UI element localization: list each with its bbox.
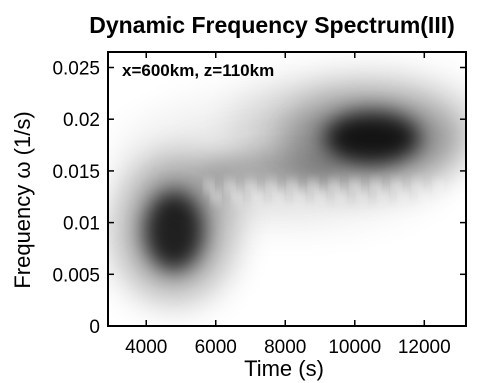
spectral-streak xyxy=(330,179,337,194)
spectral-streak xyxy=(289,179,296,194)
spectral-streak xyxy=(435,179,442,194)
x-tick-label: 12000 xyxy=(398,337,451,358)
spectral-streak xyxy=(337,189,344,204)
y-tick-label: 0.01 xyxy=(63,214,100,235)
x-axis-label: Time (s) xyxy=(244,356,324,381)
y-tick-label: 0.02 xyxy=(63,110,100,131)
chart-title: Dynamic Frequency Spectrum(III) xyxy=(89,12,455,38)
y-axis-label: Frequency ω (1/s) xyxy=(10,111,35,288)
spectral-streak xyxy=(379,189,386,204)
spectral-peak xyxy=(144,190,205,271)
spectral-streak xyxy=(254,189,261,204)
x-tick-label: 10000 xyxy=(328,337,381,358)
heatmap-layer xyxy=(114,69,466,301)
y-tick-label: 0.005 xyxy=(52,265,100,286)
y-tick-label: 0.025 xyxy=(52,59,100,80)
spectral-streak xyxy=(310,179,317,194)
x-tick-label: 4000 xyxy=(125,337,167,358)
spectral-streak xyxy=(421,189,428,204)
y-tick-label: 0.015 xyxy=(52,162,100,183)
spectral-streak xyxy=(268,179,275,194)
spectral-streak xyxy=(247,179,254,194)
spectral-streak xyxy=(372,179,379,194)
spectral-streak xyxy=(212,189,219,204)
plot-frame xyxy=(107,51,467,327)
x-axis-ticks: 4000 6000 8000 10000 12000 xyxy=(125,52,451,358)
x-tick-label: 8000 xyxy=(264,337,306,358)
spectral-streak xyxy=(393,179,400,194)
spectral-streak xyxy=(296,189,303,204)
plot-area xyxy=(108,52,466,326)
spectral-streak xyxy=(351,179,358,194)
spectral-streak xyxy=(233,189,240,204)
y-tick-label: 0 xyxy=(89,317,100,338)
plot-annotation: x=600km, z=110km xyxy=(122,61,274,80)
spectral-peak xyxy=(201,152,342,189)
spectral-streak xyxy=(205,179,212,194)
spectral-streak xyxy=(317,189,324,204)
spectral-streak xyxy=(400,189,407,204)
x-tick-label: 6000 xyxy=(195,337,237,358)
spectral-streak xyxy=(275,189,282,204)
y-axis-ticks: 0 0.005 0.01 0.015 0.02 0.025 xyxy=(52,59,466,338)
spectral-streak xyxy=(226,179,233,194)
spectral-streak xyxy=(358,189,365,204)
spectral-streak xyxy=(414,179,421,194)
